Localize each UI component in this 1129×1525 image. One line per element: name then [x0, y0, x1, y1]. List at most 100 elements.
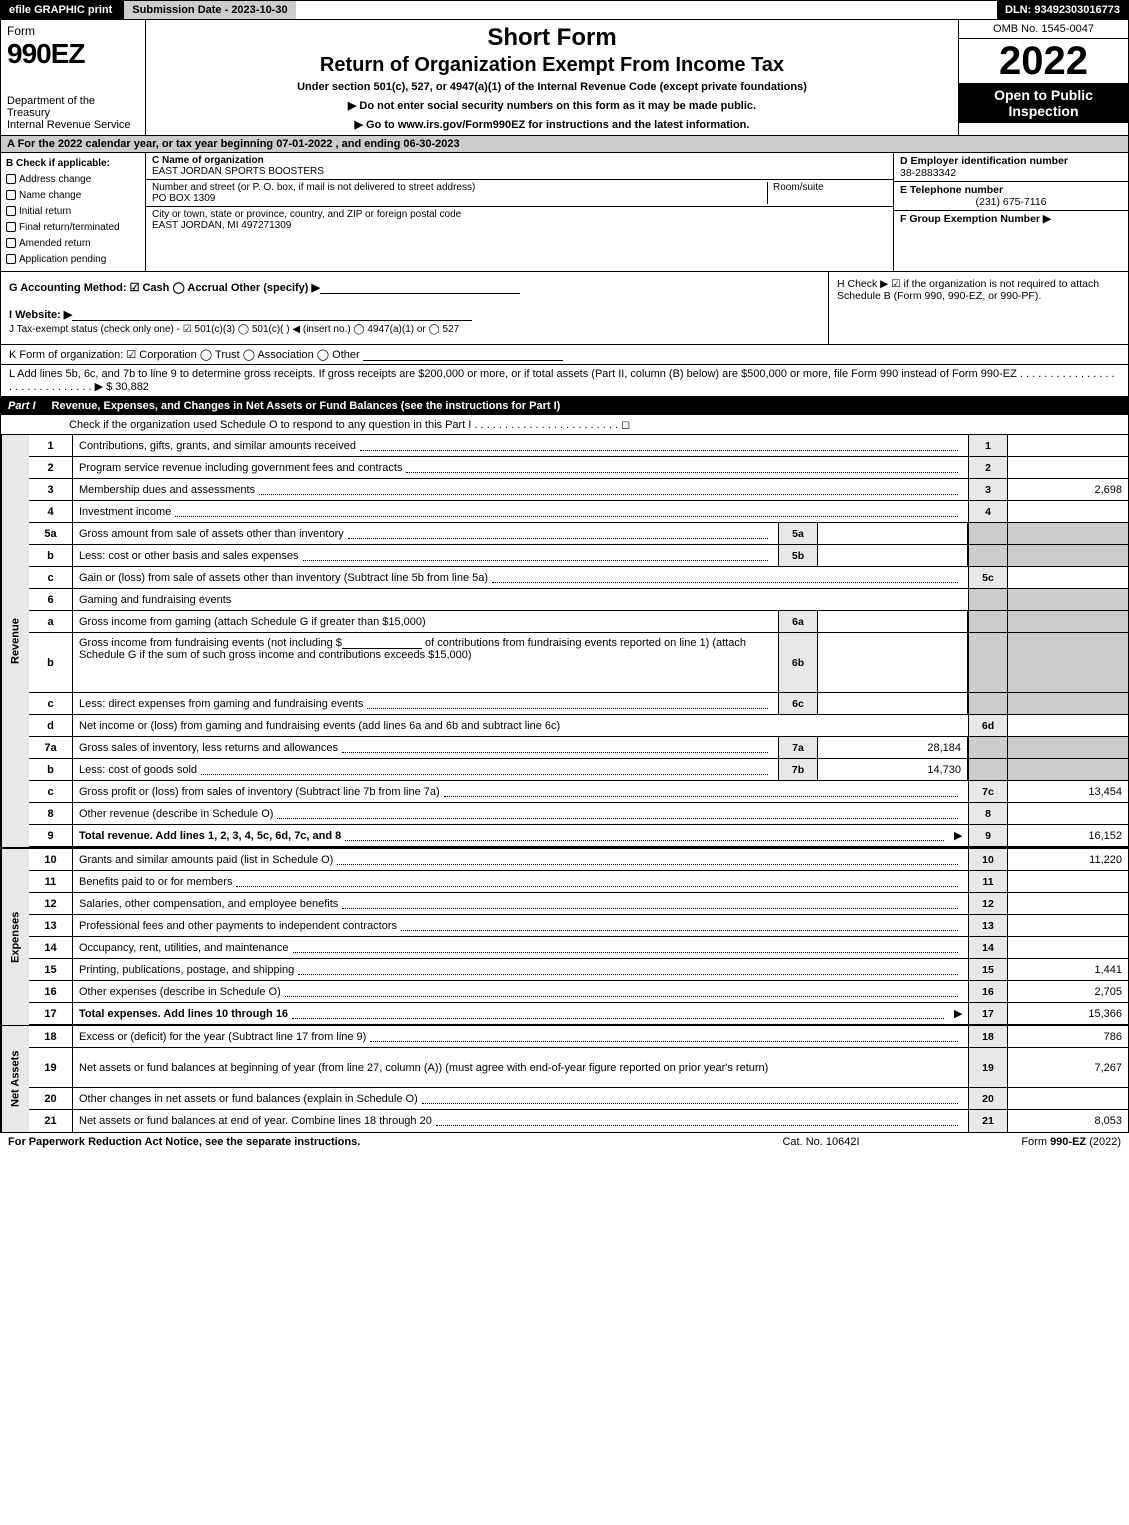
line-15-num: 15 [29, 959, 73, 980]
line-9-rn: 9 [968, 825, 1008, 846]
line-2-rv [1008, 457, 1128, 478]
line-7c-rn: 7c [968, 781, 1008, 802]
chk-application-pending[interactable]: Application pending [6, 252, 140, 268]
line-5c-num: c [29, 567, 73, 588]
city-value: EAST JORDAN, MI 497271309 [152, 220, 291, 231]
line-6a-mv [818, 611, 968, 632]
line-18-rv: 786 [1008, 1026, 1128, 1047]
chk-final-return[interactable]: Final return/terminated [6, 220, 140, 236]
line-2-rn: 2 [968, 457, 1008, 478]
line-21-rv: 8,053 [1008, 1110, 1128, 1132]
line-16-rv: 2,705 [1008, 981, 1128, 1002]
line-20: 20 Other changes in net assets or fund b… [29, 1088, 1128, 1110]
line-21-desc: Net assets or fund balances at end of ye… [73, 1110, 968, 1132]
line-6-rv [1008, 589, 1128, 610]
ein-value: 38-2883342 [900, 167, 956, 179]
line-16-num: 16 [29, 981, 73, 1002]
street-label: Number and street (or P. O. box, if mail… [152, 182, 475, 193]
line-11: 11 Benefits paid to or for members 11 [29, 871, 1128, 893]
line-13: 13 Professional fees and other payments … [29, 915, 1128, 937]
line-8: 8 Other revenue (describe in Schedule O)… [29, 803, 1128, 825]
line-7b-desc: Less: cost of goods sold [73, 759, 778, 780]
section-ghij: G Accounting Method: ☑ Cash ◯ Accrual Ot… [0, 272, 1129, 345]
subtitle: Under section 501(c), 527, or 4947(a)(1)… [156, 81, 948, 93]
line-5c: c Gain or (loss) from sale of assets oth… [29, 567, 1128, 589]
line-5a-mv [818, 523, 968, 544]
line-3-desc: Membership dues and assessments [73, 479, 968, 500]
line-16-rn: 16 [968, 981, 1008, 1002]
part-1-check-row: Check if the organization used Schedule … [0, 415, 1129, 435]
line-10-rn: 10 [968, 849, 1008, 870]
part-1-label: Part I [8, 400, 52, 412]
line-7b: b Less: cost of goods sold 7b 14,730 [29, 759, 1128, 781]
line-17: 17 Total expenses. Add lines 10 through … [29, 1003, 1128, 1025]
line-7a: 7a Gross sales of inventory, less return… [29, 737, 1128, 759]
line-5b-num: b [29, 545, 73, 566]
title-short-form: Short Form [156, 24, 948, 52]
line-6a-rv [1008, 611, 1128, 632]
group-exemption-label: F Group Exemption Number ▶ [900, 213, 1051, 225]
goto-line[interactable]: ▶ Go to www.irs.gov/Form990EZ for instru… [156, 118, 948, 131]
line-11-desc: Benefits paid to or for members [73, 871, 968, 892]
line-11-num: 11 [29, 871, 73, 892]
line-12-num: 12 [29, 893, 73, 914]
efile-label[interactable]: efile GRAPHIC print [1, 1, 120, 19]
line-5a: 5a Gross amount from sale of assets othe… [29, 523, 1128, 545]
header-mid: Short Form Return of Organization Exempt… [146, 20, 958, 135]
line-4: 4 Investment income 4 [29, 501, 1128, 523]
line-12-desc: Salaries, other compensation, and employ… [73, 893, 968, 914]
line-6c-rv [1008, 693, 1128, 714]
part-1-check-text: Check if the organization used Schedule … [9, 419, 630, 431]
line-7b-rv [1008, 759, 1128, 780]
ein-cell: D Employer identification number 38-2883… [894, 153, 1128, 182]
line-6-desc: Gaming and fundraising events [73, 589, 968, 610]
line-6b: b Gross income from fundraising events (… [29, 633, 1128, 693]
line-2: 2 Program service revenue including gove… [29, 457, 1128, 479]
phone-cell: E Telephone number (231) 675-7116 [894, 182, 1128, 211]
line-11-rn: 11 [968, 871, 1008, 892]
line-17-rv: 15,366 [1008, 1003, 1128, 1024]
line-6d-desc: Net income or (loss) from gaming and fun… [73, 715, 968, 736]
phone-label: E Telephone number [900, 184, 1003, 196]
city-label: City or town, state or province, country… [152, 209, 461, 220]
chk-address-change[interactable]: Address change [6, 172, 140, 188]
line-9-desc: Total revenue. Add lines 1, 2, 3, 4, 5c,… [73, 825, 954, 846]
chk-initial-return[interactable]: Initial return [6, 204, 140, 220]
arrow-icon: ▶ [954, 1003, 968, 1024]
title-return: Return of Organization Exempt From Incom… [156, 54, 948, 77]
line-6a-mn: 6a [778, 611, 818, 632]
line-6d-rv [1008, 715, 1128, 736]
line-2-num: 2 [29, 457, 73, 478]
line-4-rv [1008, 501, 1128, 522]
line-5b: b Less: cost or other basis and sales ex… [29, 545, 1128, 567]
line-3-num: 3 [29, 479, 73, 500]
chk-name-change[interactable]: Name change [6, 188, 140, 204]
line-1-rv [1008, 435, 1128, 456]
line-17-num: 17 [29, 1003, 73, 1024]
line-1-desc: Contributions, gifts, grants, and simila… [73, 435, 968, 456]
col-gij: G Accounting Method: ☑ Cash ◯ Accrual Ot… [1, 272, 828, 344]
line-5a-rn [968, 523, 1008, 544]
topbar-spacer [296, 1, 997, 19]
line-20-desc: Other changes in net assets or fund bala… [73, 1088, 968, 1109]
line-8-rn: 8 [968, 803, 1008, 824]
line-7a-rn [968, 737, 1008, 758]
vtab-expenses: Expenses [1, 849, 29, 1025]
line-6c-num: c [29, 693, 73, 714]
row-i-website: I Website: ▶ [9, 308, 820, 321]
line-19-desc: Net assets or fund balances at beginning… [73, 1048, 968, 1087]
org-name-value: EAST JORDAN SPORTS BOOSTERS [152, 166, 324, 177]
line-4-desc: Investment income [73, 501, 968, 522]
col-b-checkboxes: B Check if applicable: Address change Na… [1, 153, 146, 271]
line-7a-rv [1008, 737, 1128, 758]
line-5b-rn [968, 545, 1008, 566]
line-6b-rn [968, 633, 1008, 692]
line-3-rn: 3 [968, 479, 1008, 500]
line-19: 19 Net assets or fund balances at beginn… [29, 1048, 1128, 1088]
line-6d-rn: 6d [968, 715, 1008, 736]
line-21-rn: 21 [968, 1110, 1008, 1132]
row-l-gross-receipts: L Add lines 5b, 6c, and 7b to line 9 to … [0, 365, 1129, 397]
chk-amended-return[interactable]: Amended return [6, 236, 140, 252]
line-19-rv: 7,267 [1008, 1048, 1128, 1087]
line-14-rn: 14 [968, 937, 1008, 958]
